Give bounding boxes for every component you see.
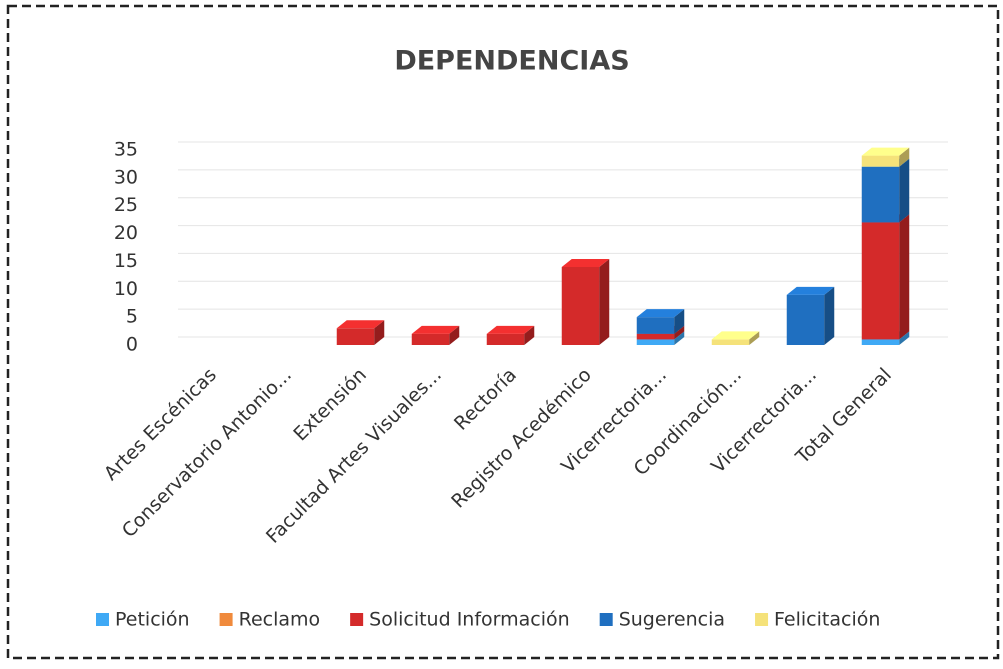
y-tick-label: 20 xyxy=(114,222,138,244)
legend-label: Solicitud Información xyxy=(369,609,570,631)
bar-top xyxy=(711,331,760,340)
y-tick-label: 10 xyxy=(114,278,138,300)
bar-side xyxy=(674,325,685,340)
bar-side xyxy=(374,320,385,345)
bar-side xyxy=(599,259,610,345)
bar-top xyxy=(486,325,535,334)
legend-swatch xyxy=(599,613,613,626)
bar-side xyxy=(674,331,685,345)
x-tick-label: Rectoría xyxy=(450,364,521,435)
legend-label: Petición xyxy=(115,609,190,631)
bar-top xyxy=(861,147,910,156)
y-tick-label: 25 xyxy=(114,194,138,216)
bar-segment xyxy=(636,317,675,334)
bar-top xyxy=(636,309,685,318)
bar-side xyxy=(824,286,835,345)
bar-side xyxy=(899,158,910,223)
legend-label: Sugerencia xyxy=(619,609,725,631)
bar-side xyxy=(674,309,685,334)
legend-label: Reclamo xyxy=(239,609,321,631)
y-tick-label: 0 xyxy=(126,334,138,356)
bar-segment xyxy=(861,222,900,340)
legend-swatch xyxy=(350,613,364,626)
bar-side xyxy=(524,325,535,345)
bar-segment xyxy=(636,339,675,345)
y-tick-label: 5 xyxy=(126,306,138,328)
bar-top xyxy=(336,320,385,329)
x-tick-label: Registro Acedémico xyxy=(447,364,596,513)
bar-side xyxy=(899,331,910,345)
bar-segment xyxy=(561,267,600,345)
y-tick-label: 35 xyxy=(114,139,138,161)
bar-segment xyxy=(336,328,375,345)
bar-segment xyxy=(486,333,525,345)
bar-side xyxy=(449,325,460,345)
bar-top xyxy=(561,259,610,267)
y-tick-label: 30 xyxy=(114,166,138,188)
bar-side xyxy=(749,331,760,345)
legend-swatch xyxy=(219,613,233,626)
legend-label: Felicitación xyxy=(774,609,880,631)
bar-segment xyxy=(861,339,900,345)
bar-segment xyxy=(636,333,675,340)
bar-side xyxy=(899,214,910,340)
bar-top xyxy=(411,325,460,334)
bar-segment xyxy=(411,333,450,345)
bar-side xyxy=(899,147,910,167)
x-tick-label: Extensión xyxy=(289,364,371,446)
y-tick-label: 15 xyxy=(114,250,138,272)
bar-segment xyxy=(861,155,900,167)
bar-segment xyxy=(861,166,900,223)
chart-title: DEPENDENCIAS xyxy=(394,46,629,77)
bar-segment xyxy=(786,294,825,345)
bar-segment xyxy=(711,339,750,345)
bar-top xyxy=(786,286,835,295)
legend-swatch xyxy=(96,613,109,626)
border xyxy=(6,4,1000,660)
legend-swatch xyxy=(755,613,769,626)
